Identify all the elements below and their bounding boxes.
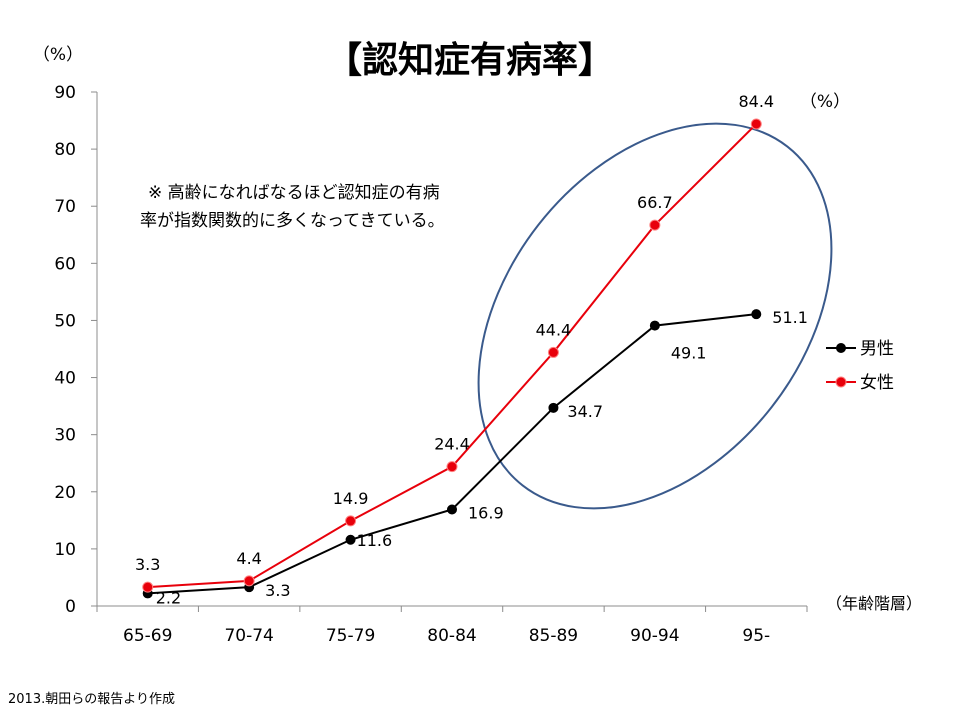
data-point-female (547, 346, 559, 358)
y-tick-label: 70 (54, 197, 76, 217)
data-point-male (649, 320, 660, 331)
data-label-male: 11.6 (357, 531, 393, 550)
y-tick-label: 80 (54, 140, 76, 160)
y-axis-unit: （%） (33, 45, 83, 65)
x-tick-label: 70-74 (224, 626, 273, 646)
x-tick-label: 75-79 (326, 626, 375, 646)
data-label-female: 24.4 (434, 435, 470, 454)
legend-marker (835, 376, 847, 388)
data-label-female: 44.4 (536, 320, 572, 339)
data-point-male (548, 402, 559, 413)
y-tick-label: 40 (54, 369, 76, 389)
data-label-male: 3.3 (265, 581, 290, 600)
data-point-female (142, 581, 154, 593)
data-point-female (345, 515, 357, 527)
y-tick-label: 0 (65, 597, 76, 617)
y-tick-label: 20 (54, 483, 76, 503)
data-label-female: 4.4 (236, 549, 261, 568)
data-label-male: 16.9 (468, 503, 504, 522)
y-tick-label: 90 (54, 83, 76, 103)
data-label-male: 34.7 (567, 402, 603, 421)
data-point-male (751, 309, 762, 320)
x-tick-label: 90-94 (630, 626, 679, 646)
data-label-female: 14.9 (333, 489, 369, 508)
annotation-line-1: ※ 高齢になればなるほど認知症の有病 (148, 183, 440, 203)
data-point-male (447, 504, 457, 515)
x-tick-label: 85-89 (529, 626, 578, 646)
highlight-ellipse (477, 122, 833, 510)
series-unit-label: （%） (800, 92, 850, 112)
x-axis-unit: （年齢階層） (826, 594, 922, 613)
data-point-male (345, 534, 356, 545)
legend-label: 女性 (860, 373, 894, 393)
data-point-female (243, 575, 255, 587)
annotation-line-2: 率が指数関数的に多くなってきている。 (140, 211, 445, 231)
x-tick-label: 95- (742, 626, 770, 646)
data-label-male: 49.1 (671, 344, 707, 363)
y-tick-label: 10 (54, 540, 76, 560)
data-label-male: 51.1 (772, 308, 808, 327)
legend-marker (836, 343, 846, 353)
data-label-male: 2.2 (156, 588, 181, 607)
data-label-female: 3.3 (135, 555, 160, 574)
data-point-female (649, 219, 661, 231)
data-label-female: 66.7 (637, 193, 673, 212)
legend-label: 男性 (860, 339, 894, 359)
y-tick-label: 60 (54, 254, 76, 274)
data-point-female (446, 461, 458, 473)
data-label-female: 84.4 (738, 92, 774, 111)
x-tick-label: 80-84 (427, 626, 476, 646)
source-note: 2013.朝田らの報告より作成 (8, 692, 175, 707)
data-point-female (750, 118, 762, 130)
x-tick-label: 65-69 (123, 626, 172, 646)
y-tick-label: 30 (54, 426, 76, 446)
y-tick-label: 50 (54, 311, 76, 331)
chart-title: 【認知症有病率】 (326, 40, 614, 81)
